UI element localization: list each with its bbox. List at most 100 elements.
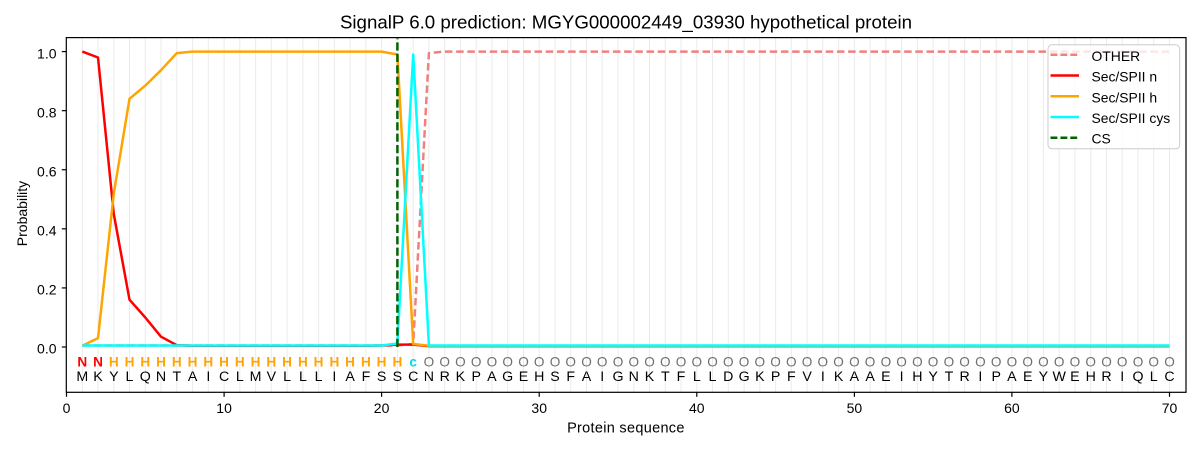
svg-text:F: F (566, 369, 575, 385)
svg-text:H: H (329, 354, 339, 369)
svg-text:A: A (582, 369, 592, 385)
svg-text:H: H (298, 354, 308, 369)
svg-text:N: N (77, 354, 87, 369)
svg-text:E: E (1070, 369, 1079, 385)
svg-text:A: A (188, 369, 198, 385)
svg-text:I: I (206, 369, 210, 385)
svg-text:Sec/SPII cys: Sec/SPII cys (1092, 110, 1171, 126)
svg-text:O: O (692, 354, 703, 369)
svg-text:N: N (156, 369, 166, 385)
svg-text:C: C (408, 369, 418, 385)
svg-text:O: O (471, 354, 482, 369)
svg-text:H: H (219, 354, 229, 369)
svg-text:G: G (739, 369, 750, 385)
svg-text:Probability: Probability (14, 181, 30, 246)
svg-text:O: O (881, 354, 892, 369)
svg-text:O: O (818, 354, 829, 369)
svg-text:Q: Q (1132, 369, 1143, 385)
svg-text:C: C (1164, 369, 1174, 385)
svg-text:W: W (1052, 369, 1066, 385)
svg-text:O: O (1022, 354, 1033, 369)
svg-text:O: O (944, 354, 955, 369)
svg-text:O: O (802, 354, 813, 369)
svg-text:O: O (1038, 354, 1049, 369)
svg-text:60: 60 (1004, 400, 1020, 416)
svg-text:O: O (1085, 354, 1096, 369)
svg-text:H: H (251, 354, 261, 369)
svg-text:O: O (991, 354, 1002, 369)
svg-text:F: F (362, 369, 371, 385)
svg-text:1.0: 1.0 (37, 45, 57, 61)
svg-text:O: O (1101, 354, 1112, 369)
svg-text:I: I (600, 369, 604, 385)
svg-text:H: H (188, 354, 198, 369)
svg-text:O: O (896, 354, 907, 369)
svg-text:O: O (550, 354, 561, 369)
svg-text:0.6: 0.6 (37, 163, 57, 179)
svg-text:H: H (912, 369, 922, 385)
svg-text:K: K (456, 369, 466, 385)
svg-text:20: 20 (374, 400, 390, 416)
svg-text:L: L (315, 369, 323, 385)
svg-text:R: R (959, 369, 969, 385)
svg-text:T: T (945, 369, 954, 385)
svg-text:H: H (109, 354, 119, 369)
svg-text:H: H (266, 354, 276, 369)
svg-text:K: K (834, 369, 844, 385)
svg-text:CS: CS (1092, 131, 1111, 147)
svg-text:R: R (440, 369, 450, 385)
svg-text:70: 70 (1162, 400, 1178, 416)
svg-text:H: H (203, 354, 213, 369)
svg-text:O: O (660, 354, 671, 369)
svg-text:10: 10 (216, 400, 232, 416)
svg-text:F: F (677, 369, 686, 385)
svg-text:30: 30 (531, 400, 547, 416)
svg-text:H: H (156, 354, 166, 369)
svg-text:H: H (282, 354, 292, 369)
svg-text:K: K (755, 369, 765, 385)
svg-text:L: L (236, 369, 244, 385)
svg-text:Y: Y (928, 369, 938, 385)
svg-text:L: L (709, 369, 717, 385)
svg-text:H: H (235, 354, 245, 369)
svg-text:A: A (1007, 369, 1017, 385)
svg-text:V: V (802, 369, 812, 385)
svg-text:O: O (1133, 354, 1144, 369)
svg-text:O: O (518, 354, 529, 369)
svg-text:M: M (250, 369, 262, 385)
svg-text:O: O (755, 354, 766, 369)
svg-text:A: A (850, 369, 860, 385)
svg-text:I: I (978, 369, 982, 385)
svg-text:O: O (629, 354, 640, 369)
svg-text:D: D (723, 369, 733, 385)
svg-text:L: L (1150, 369, 1158, 385)
svg-text:O: O (676, 354, 687, 369)
svg-text:H: H (125, 354, 135, 369)
svg-text:P: P (471, 369, 480, 385)
svg-text:O: O (959, 354, 970, 369)
svg-text:I: I (332, 369, 336, 385)
svg-text:Protein sequence: Protein sequence (567, 420, 685, 436)
svg-text:S: S (550, 369, 559, 385)
svg-text:H: H (172, 354, 182, 369)
svg-text:G: G (612, 369, 623, 385)
svg-text:O: O (1070, 354, 1081, 369)
svg-text:N: N (93, 354, 103, 369)
svg-text:O: O (786, 354, 797, 369)
svg-text:O: O (565, 354, 576, 369)
svg-text:E: E (881, 369, 890, 385)
svg-text:V: V (267, 369, 277, 385)
svg-text:Q: Q (140, 369, 151, 385)
svg-text:C: C (219, 369, 229, 385)
svg-text:O: O (975, 354, 986, 369)
svg-text:0.0: 0.0 (37, 341, 57, 357)
svg-text:H: H (377, 354, 387, 369)
svg-text:L: L (126, 369, 134, 385)
svg-text:Y: Y (1039, 369, 1049, 385)
svg-text:O: O (581, 354, 592, 369)
svg-text:O: O (597, 354, 608, 369)
svg-text:O: O (723, 354, 734, 369)
svg-text:H: H (392, 354, 402, 369)
svg-text:L: L (299, 369, 307, 385)
svg-text:H: H (1086, 369, 1096, 385)
